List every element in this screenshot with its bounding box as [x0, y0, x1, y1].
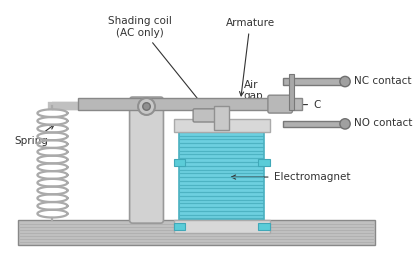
Text: Armature: Armature	[226, 18, 275, 96]
FancyBboxPatch shape	[174, 223, 185, 230]
FancyBboxPatch shape	[18, 220, 375, 245]
Circle shape	[138, 98, 155, 115]
Text: Electromagnet: Electromagnet	[231, 172, 350, 182]
Text: Shading coil
(AC only): Shading coil (AC only)	[108, 16, 205, 108]
FancyBboxPatch shape	[130, 97, 163, 223]
FancyBboxPatch shape	[258, 159, 270, 166]
FancyBboxPatch shape	[179, 132, 264, 220]
FancyBboxPatch shape	[283, 78, 344, 85]
Text: C: C	[295, 100, 320, 110]
FancyBboxPatch shape	[289, 74, 294, 110]
Circle shape	[340, 119, 350, 129]
FancyBboxPatch shape	[174, 159, 185, 166]
Text: NO contact: NO contact	[354, 118, 413, 128]
Circle shape	[143, 103, 150, 110]
FancyBboxPatch shape	[283, 121, 344, 127]
Text: Spring: Spring	[15, 125, 54, 146]
FancyBboxPatch shape	[258, 223, 270, 230]
FancyBboxPatch shape	[174, 220, 270, 233]
Circle shape	[340, 76, 350, 87]
Text: Air
gap: Air gap	[219, 80, 263, 110]
FancyBboxPatch shape	[268, 95, 292, 113]
FancyBboxPatch shape	[214, 106, 229, 130]
FancyBboxPatch shape	[174, 119, 270, 132]
FancyBboxPatch shape	[193, 109, 222, 122]
Text: NC contact: NC contact	[354, 76, 412, 86]
FancyBboxPatch shape	[78, 98, 302, 110]
